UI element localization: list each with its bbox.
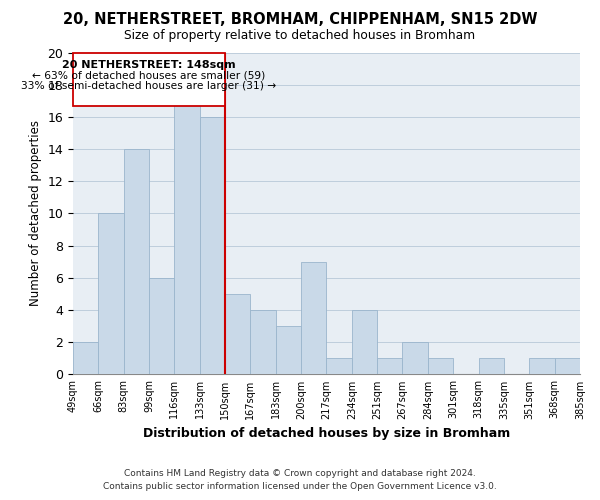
Bar — [479, 358, 504, 374]
Text: Contains HM Land Registry data © Crown copyright and database right 2024.
Contai: Contains HM Land Registry data © Crown c… — [103, 470, 497, 491]
Bar — [200, 117, 225, 374]
Bar — [124, 149, 149, 374]
Text: 20, NETHERSTREET, BROMHAM, CHIPPENHAM, SN15 2DW: 20, NETHERSTREET, BROMHAM, CHIPPENHAM, S… — [63, 12, 537, 28]
Bar — [301, 262, 326, 374]
Bar — [250, 310, 275, 374]
X-axis label: Distribution of detached houses by size in Bromham: Distribution of detached houses by size … — [143, 427, 510, 440]
Text: 33% of semi-detached houses are larger (31) →: 33% of semi-detached houses are larger (… — [22, 82, 277, 92]
Y-axis label: Number of detached properties: Number of detached properties — [29, 120, 41, 306]
Bar — [352, 310, 377, 374]
Bar — [174, 101, 200, 374]
Bar — [554, 358, 580, 374]
Bar — [225, 294, 250, 374]
Bar — [98, 214, 124, 374]
Text: Size of property relative to detached houses in Bromham: Size of property relative to detached ho… — [124, 29, 476, 42]
Bar — [275, 326, 301, 374]
Bar — [377, 358, 403, 374]
Bar — [149, 278, 174, 374]
Bar — [428, 358, 453, 374]
Bar — [73, 342, 98, 374]
Text: 20 NETHERSTREET: 148sqm: 20 NETHERSTREET: 148sqm — [62, 60, 236, 70]
Bar — [529, 358, 554, 374]
Bar — [326, 358, 352, 374]
Text: ← 63% of detached houses are smaller (59): ← 63% of detached houses are smaller (59… — [32, 70, 266, 80]
Bar — [403, 342, 428, 374]
FancyBboxPatch shape — [73, 52, 225, 106]
